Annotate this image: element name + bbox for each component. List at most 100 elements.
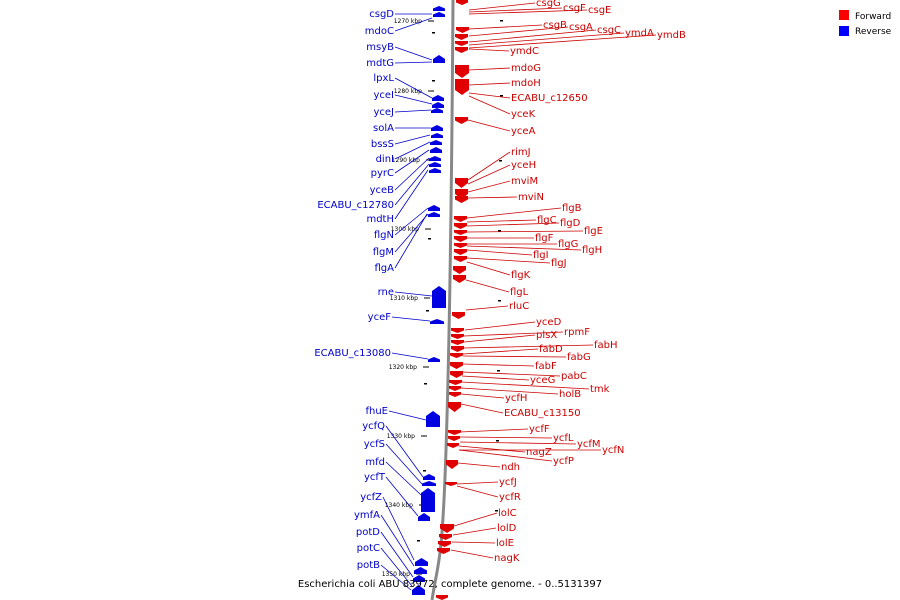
forward-leader-line xyxy=(467,196,518,199)
forward-gene-label: ycfR xyxy=(499,492,521,503)
forward-gene-arrow xyxy=(453,266,466,274)
reverse-leader-line xyxy=(394,169,429,220)
gene-arrows xyxy=(412,0,469,600)
reverse-gene-label: dinI xyxy=(376,154,394,165)
forward-gene-arrow xyxy=(450,353,463,358)
forward-gene-label: flgK xyxy=(511,270,531,281)
forward-gene-arrow xyxy=(455,196,468,203)
forward-leader-line xyxy=(462,348,539,355)
forward-leader-line xyxy=(460,393,505,399)
forward-gene-label: yceD xyxy=(536,317,562,328)
reverse-gene-label: mdoC xyxy=(365,26,394,37)
reverse-leader-line xyxy=(394,207,429,236)
forward-leader-line xyxy=(468,9,588,15)
forward-leader-line xyxy=(468,32,625,46)
forward-leader-line xyxy=(462,355,567,358)
axis-dash xyxy=(495,510,498,512)
axis-dash xyxy=(423,470,426,472)
forward-gene-label: csgC xyxy=(597,25,621,36)
reverse-leader-line xyxy=(388,410,427,421)
reverse-gene-label: bssS xyxy=(371,139,394,150)
forward-gene-arrow xyxy=(449,392,461,397)
reverse-gene-arrow xyxy=(428,357,440,362)
reverse-leader-line xyxy=(391,352,429,360)
forward-leader-line xyxy=(460,381,590,390)
forward-gene-label: plsX xyxy=(536,330,557,341)
forward-gene-arrow xyxy=(437,548,450,554)
forward-gene-arrow xyxy=(447,443,459,448)
reverse-gene-arrow xyxy=(428,205,440,211)
forward-leader-line xyxy=(466,245,582,251)
forward-leader-line xyxy=(459,436,553,439)
axis-dash xyxy=(428,238,431,240)
forward-gene-label: ycfJ xyxy=(499,477,517,488)
reverse-leader-line xyxy=(394,163,430,206)
reverse-gene-arrow xyxy=(432,102,444,108)
forward-leader-line xyxy=(468,24,543,30)
forward-leader-line xyxy=(464,321,536,331)
reverse-gene-arrow xyxy=(430,319,444,324)
forward-gene-arrow xyxy=(448,436,460,441)
reverse-gene-label: fhuE xyxy=(365,406,388,417)
reverse-gene-arrow xyxy=(431,133,443,138)
reverse-gene-arrow xyxy=(429,156,441,161)
axis-line xyxy=(430,0,455,600)
forward-gene-label: holB xyxy=(559,389,581,400)
forward-leader-line xyxy=(461,371,561,377)
reverse-gene-arrow xyxy=(430,147,442,153)
forward-gene-label: mdoH xyxy=(511,78,541,89)
forward-leader-line xyxy=(468,26,569,37)
reverse-gene-label: flgA xyxy=(375,263,395,274)
reverse-leader-line xyxy=(394,213,429,253)
forward-gene-arrow xyxy=(450,371,463,378)
tick-label: 1330 kbp xyxy=(387,433,415,440)
reverse-gene-label: ECABU_c12780 xyxy=(317,200,394,211)
reverse-gene-arrow xyxy=(414,567,427,574)
forward-gene-arrow xyxy=(454,243,467,248)
forward-leader-line xyxy=(467,119,511,132)
forward-gene-arrow xyxy=(449,380,462,385)
forward-gene-label: flgH xyxy=(582,245,602,256)
axis-dash xyxy=(499,160,502,162)
reverse-gene-label: lpxL xyxy=(373,73,394,84)
reverse-gene-arrow xyxy=(433,12,445,17)
reverse-gene-arrow xyxy=(415,558,428,566)
forward-gene-arrow xyxy=(439,534,452,540)
reverse-gene-label: csgD xyxy=(369,9,394,20)
forward-gene-label: pabC xyxy=(561,371,587,382)
reverse-gene-arrow xyxy=(430,140,442,145)
reverse-gene-arrow xyxy=(429,168,441,173)
forward-gene-label: rluC xyxy=(509,301,529,312)
forward-leader-line xyxy=(463,344,594,349)
forward-leader-line xyxy=(453,512,498,527)
axis-dash xyxy=(498,230,501,232)
forward-gene-label: ECABU_c13150 xyxy=(504,408,581,419)
forward-gene-label: lolD xyxy=(497,523,517,534)
forward-gene-arrow xyxy=(448,402,461,412)
forward-leader-line xyxy=(458,445,526,453)
forward-gene-arrow xyxy=(454,230,467,235)
forward-gene-arrow xyxy=(451,334,464,339)
forward-leader-line xyxy=(466,219,537,223)
forward-leader-line xyxy=(463,334,536,343)
reverse-gene-arrow xyxy=(432,286,446,308)
forward-gene-arrow xyxy=(438,541,451,547)
forward-gene-label: mviM xyxy=(511,176,538,187)
forward-gene-arrow xyxy=(455,47,468,53)
forward-gene-label: flgC xyxy=(537,215,557,226)
reverse-leader-line xyxy=(380,531,414,578)
forward-leader-line xyxy=(465,279,510,293)
reverse-gene-arrow xyxy=(433,55,445,63)
gene-labels: csgD mdoC msyB mdtG lpxL yceI yceJ solA bssS dinI… xyxy=(314,0,686,591)
reverse-gene-arrow xyxy=(422,481,436,486)
reverse-gene-arrow xyxy=(429,162,441,167)
reverse-gene-arrow xyxy=(433,6,445,11)
reverse-gene-arrow xyxy=(432,95,444,101)
axis-dash xyxy=(432,32,435,34)
forward-gene-arrow xyxy=(451,346,464,352)
reverse-gene-arrow xyxy=(428,212,440,217)
reverse-leader-line xyxy=(394,61,433,64)
axis-dash xyxy=(498,300,501,302)
forward-gene-label: fabH xyxy=(594,340,618,351)
